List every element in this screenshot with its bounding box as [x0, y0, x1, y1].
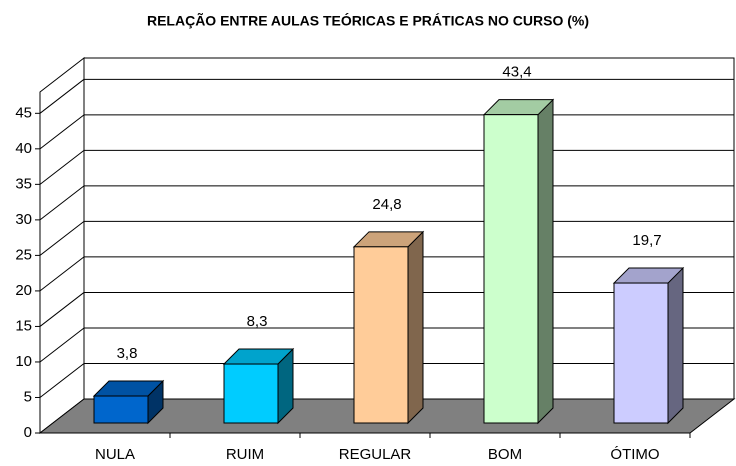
grid-line — [39, 327, 85, 363]
bar — [613, 282, 669, 424]
y-tick-label: 35 — [15, 175, 32, 192]
x-tick-label: ÓTIMO — [610, 446, 659, 463]
bar — [93, 395, 149, 424]
y-tick-label: 10 — [15, 353, 32, 370]
grid-line — [39, 78, 85, 114]
bar — [223, 363, 279, 424]
grid-line — [39, 114, 85, 150]
y-tick-label: 30 — [15, 211, 32, 228]
y-tick-label: 40 — [15, 140, 32, 157]
y-tick-label: 15 — [15, 317, 32, 334]
value-label: 3,8 — [117, 345, 138, 362]
x-tick-label: RUIM — [226, 446, 264, 463]
bar-side — [667, 266, 684, 425]
bar-side — [537, 98, 554, 425]
value-label: 8,3 — [247, 313, 268, 330]
value-label: 43,4 — [502, 64, 531, 81]
x-tick-label: BOM — [488, 446, 522, 463]
grid-line — [39, 292, 85, 327]
grid-line — [39, 256, 85, 292]
grid-line — [39, 363, 85, 398]
grid-line — [39, 185, 85, 221]
value-label: 19,7 — [632, 232, 661, 249]
bar-side — [407, 230, 424, 425]
bar — [483, 114, 539, 424]
value-label: 24,8 — [372, 196, 401, 213]
x-tick-label: REGULAR — [339, 446, 412, 463]
grid-line — [39, 221, 85, 256]
chart-title: RELAÇÃO ENTRE AULAS TEÓRICAS E PRÁTICAS … — [147, 12, 589, 29]
bar — [353, 246, 409, 424]
grid-line — [39, 149, 85, 185]
y-tick-label: 25 — [15, 246, 32, 263]
y-tick-label: 0 — [24, 424, 32, 441]
side-wall — [39, 56, 85, 435]
y-tick-label: 20 — [15, 282, 32, 299]
y-tick-label: 45 — [15, 104, 32, 121]
x-tick-label: NULA — [95, 446, 135, 463]
y-tick-label: 5 — [24, 388, 32, 405]
